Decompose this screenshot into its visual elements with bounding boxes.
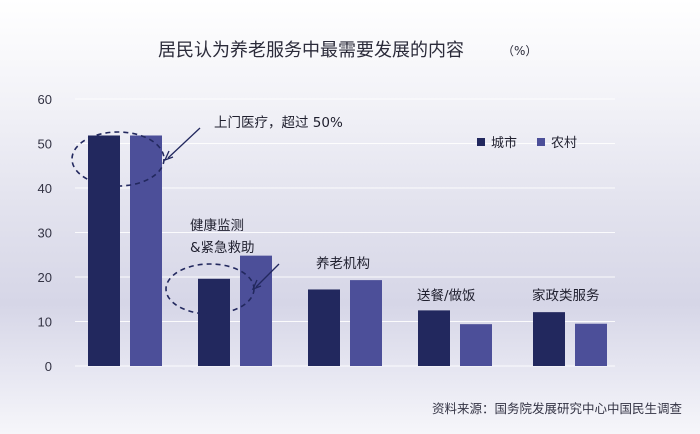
- chart-title: 居民认为养老服务中最需要发展的内容: [158, 40, 464, 61]
- annotation-upper-medical: 上门医疗，超过 50%: [71, 115, 343, 187]
- annotation-arrow-1: [167, 127, 201, 159]
- legend-label: 农村: [551, 136, 577, 151]
- bar-city-0: [88, 135, 120, 366]
- bars: [88, 135, 607, 366]
- bar-city-4: [533, 312, 565, 366]
- category-label: 送餐/做饭: [417, 288, 476, 304]
- y-tick-label: 0: [45, 359, 52, 374]
- y-axis: 0 10 20 30 40 50 60: [38, 92, 52, 374]
- y-tick-label: 50: [38, 137, 52, 152]
- annotation-arrowhead-1: [163, 150, 174, 162]
- category-label: 家政类服务: [532, 287, 600, 304]
- bar-city-2: [308, 289, 340, 366]
- y-tick-label: 10: [38, 315, 52, 330]
- y-tick-label: 40: [38, 181, 52, 196]
- legend-swatch: [537, 138, 545, 146]
- bar-city-1: [198, 278, 230, 366]
- gridlines: [75, 98, 615, 367]
- bar-rural-3: [460, 324, 492, 366]
- annotation-arrow-2: [255, 263, 280, 288]
- annotation-arrowhead-2: [251, 279, 262, 291]
- y-tick-label: 30: [38, 226, 52, 241]
- category-label: 健康监测: [190, 217, 244, 234]
- bar-rural-1: [240, 255, 272, 366]
- category-label: &紧急救助: [190, 240, 255, 256]
- legend: 城市 农村: [477, 135, 577, 151]
- annotation-text-1: 上门医疗，超过 50%: [214, 115, 343, 131]
- source-note: 资料来源：国务院发展研究中心中国民生调查: [432, 401, 683, 416]
- annotation-health-monitoring: [165, 263, 280, 315]
- bar-rural-2: [350, 280, 382, 366]
- annotation-circle-1: [71, 131, 165, 187]
- bar-rural-0: [130, 135, 162, 366]
- y-tick-label: 20: [38, 270, 52, 285]
- category-label: 养老机构: [316, 256, 370, 272]
- legend-label: 城市: [491, 135, 517, 151]
- y-tick-label: 60: [38, 92, 52, 107]
- bar-city-3: [418, 310, 450, 366]
- bar-rural-4: [575, 323, 607, 366]
- legend-swatch: [477, 138, 485, 146]
- chart-unit: （%）: [502, 44, 537, 58]
